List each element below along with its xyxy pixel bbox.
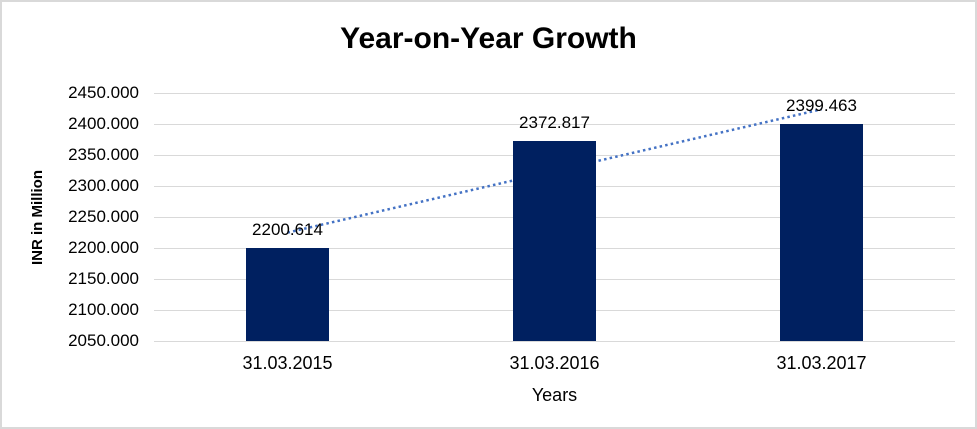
y-tick-label: 2250.000	[68, 207, 139, 226]
y-tick-label: 2300.000	[68, 176, 139, 195]
x-tick-label: 31.03.2015	[242, 353, 333, 373]
bar-31.03.2015	[246, 247, 329, 341]
y-tick-label: 2450.000	[68, 83, 139, 102]
y-tick-label: 2050.000	[68, 331, 139, 350]
plot-area: 2200.614 2372.817 2399.463	[154, 92, 955, 342]
gridline	[154, 340, 955, 342]
y-tick-label: 2100.000	[68, 300, 139, 319]
bar-31.03.2017	[780, 124, 863, 341]
chart-title: Year-on-Year Growth	[340, 22, 637, 55]
y-tick-label: 2150.000	[68, 269, 139, 288]
x-tick-label: 31.03.2017	[776, 353, 867, 373]
x-tick-label: 31.03.2016	[509, 353, 600, 373]
y-tick-label: 2200.000	[68, 238, 139, 257]
x-axis-title: Years	[531, 385, 578, 405]
y-tick-label: 2400.000	[68, 114, 139, 133]
data-label: 2372.817	[519, 112, 590, 132]
y-tick-label: 2350.000	[68, 145, 139, 164]
data-label: 2399.463	[786, 96, 857, 116]
bar-31.03.2016	[513, 140, 596, 341]
data-label: 2200.614	[252, 219, 323, 239]
gridline	[154, 92, 955, 94]
gridline	[154, 123, 955, 125]
